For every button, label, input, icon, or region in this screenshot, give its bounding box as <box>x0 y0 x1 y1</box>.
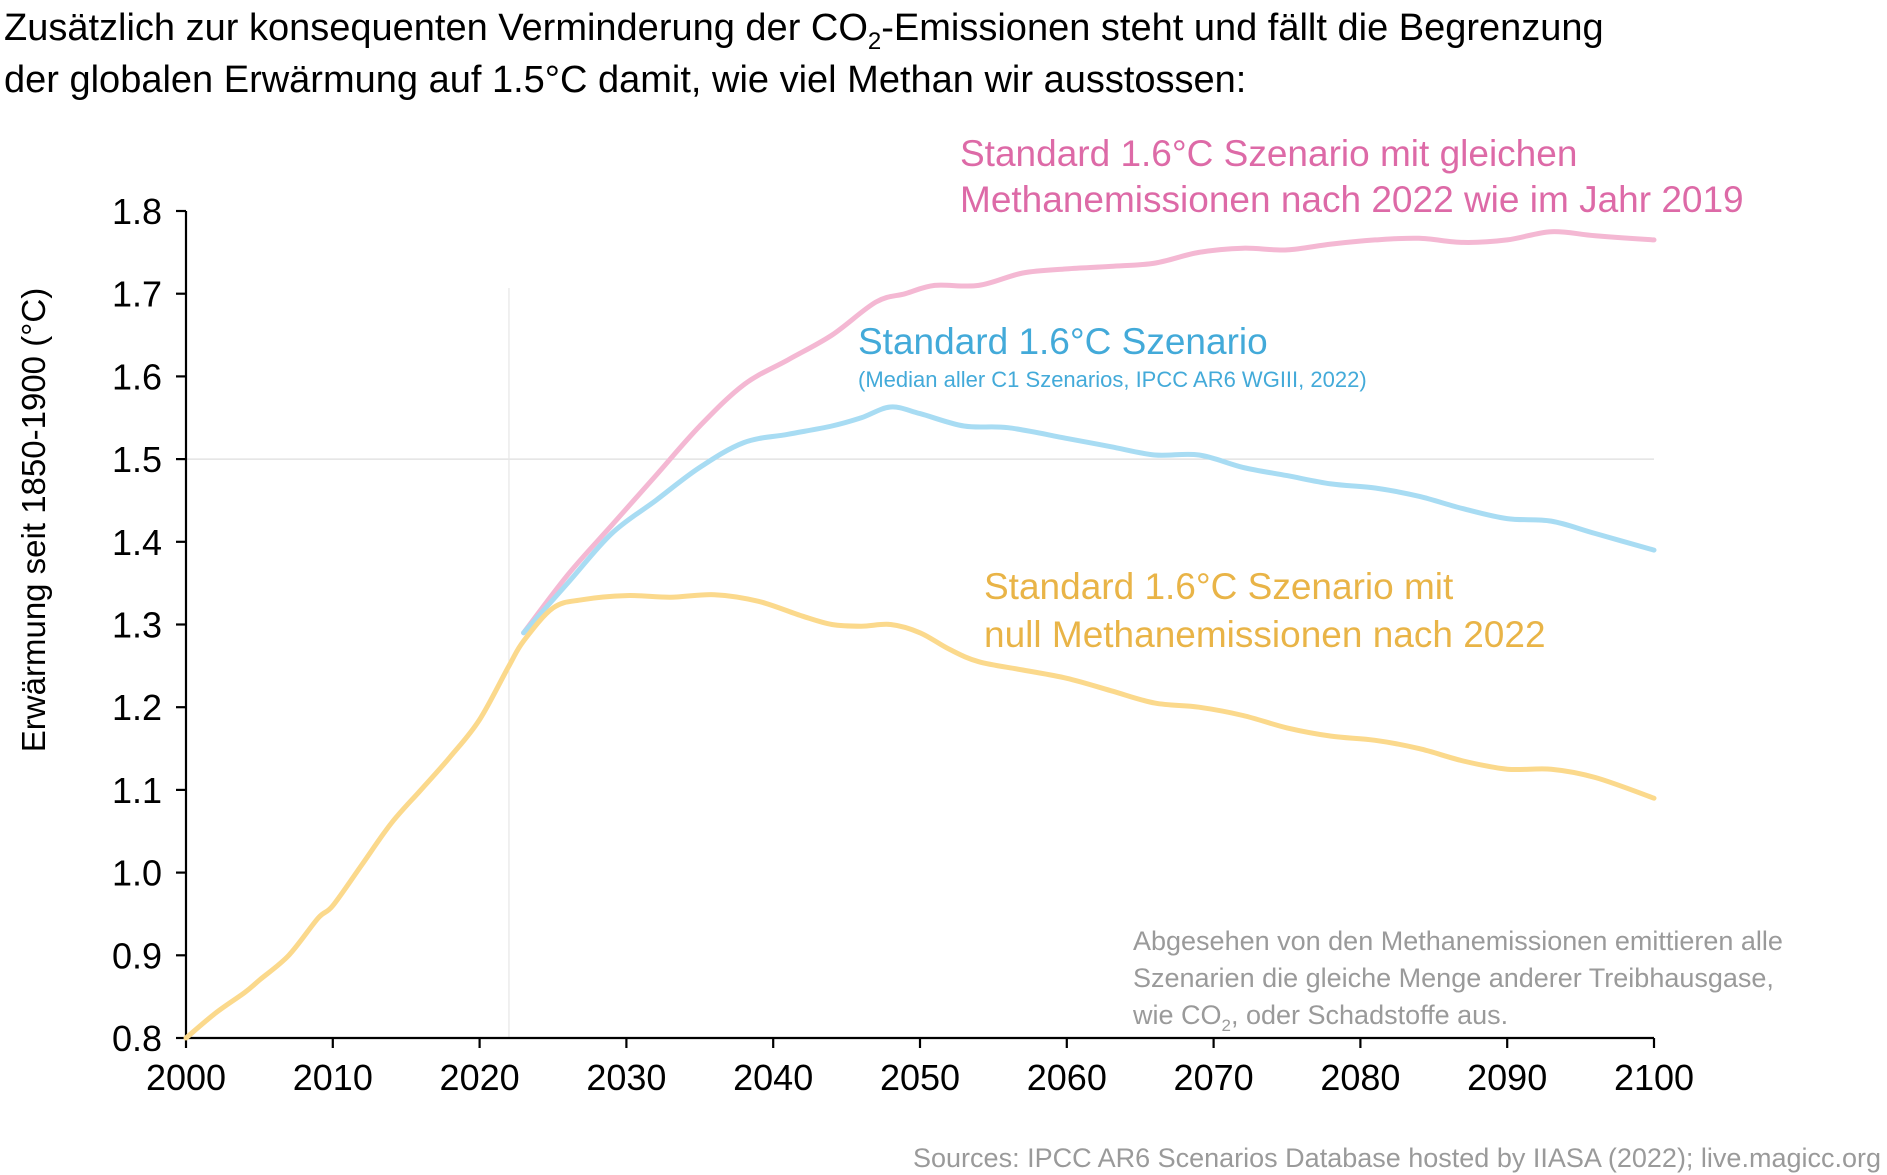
y-tick-label: 1.7 <box>112 274 162 315</box>
y-tick-label: 1.0 <box>112 853 162 894</box>
chart-title-line1-subscript: 2 <box>868 28 881 55</box>
chart-title-line2: der globalen Erwärmung auf 1.5°C damit, … <box>4 59 1246 101</box>
annotation-blue-line2: (Median aller C1 Szenarios, IPCC AR6 WGI… <box>858 367 1367 392</box>
x-tick-label: 2050 <box>880 1057 960 1098</box>
annotation-pink-line2: Methanemissionen nach 2022 wie im Jahr 2… <box>960 179 1744 220</box>
x-tick-label: 2100 <box>1614 1057 1694 1098</box>
series-line-yellow <box>183 592 1657 1041</box>
chart-title-line1-post: -Emissionen steht und fällt die Begrenzu… <box>881 7 1603 49</box>
annotation-pink-line1: Standard 1.6°C Szenario mit gleichen <box>960 133 1577 174</box>
note-line3-subscript: 2 <box>1222 1016 1231 1035</box>
x-tick-label: 2070 <box>1174 1057 1254 1098</box>
y-tick-label: 1.3 <box>112 605 162 646</box>
series-group <box>183 229 1657 1041</box>
y-tick-label: 1.8 <box>112 191 162 232</box>
x-tick-label: 2010 <box>293 1057 373 1098</box>
x-tick-label: 2090 <box>1467 1057 1547 1098</box>
x-axis-ticks: 2000 2010 2020 2030 2040 2050 2060 2070 2080 2090… <box>146 1038 1694 1098</box>
y-tick-label: 1.2 <box>112 687 162 728</box>
chart-title-line1-pre: Zusätzlich zur konsequenten Verminderung… <box>4 7 868 49</box>
sources-text: Sources: IPCC AR6 Scenarios Database hos… <box>913 1143 1881 1173</box>
y-tick-label: 1.1 <box>112 770 162 811</box>
y-tick-label: 1.5 <box>112 439 162 480</box>
note-line3: wie CO2, oder Schadstoffe aus. <box>1132 1000 1508 1035</box>
series-line-pink <box>521 229 1657 636</box>
x-tick-label: 2020 <box>440 1057 520 1098</box>
y-tick-label: 1.4 <box>112 522 162 563</box>
y-axis-label: Erwärmung seit 1850-1900 (°C) <box>15 288 52 752</box>
y-tick-label: 1.6 <box>112 356 162 397</box>
note-line1: Abgesehen von den Methanemissionen emitt… <box>1133 926 1783 956</box>
x-tick-label: 2030 <box>586 1057 666 1098</box>
annotation-yellow-line2: null Methanemissionen nach 2022 <box>984 614 1546 655</box>
series-line-blue <box>521 404 1657 636</box>
y-tick-label: 0.9 <box>112 935 162 976</box>
note-line2: Szenarien die gleiche Menge anderer Trei… <box>1133 963 1774 993</box>
note-line3-pre: wie CO <box>1132 1000 1222 1030</box>
x-tick-label: 2080 <box>1320 1057 1400 1098</box>
x-tick-label: 2040 <box>733 1057 813 1098</box>
y-axis-ticks: 0.8 0.9 1.0 1.1 1.2 1.3 1.4 1.5 1.6 1.7 1.8 <box>112 191 186 1059</box>
annotation-yellow-line1: Standard 1.6°C Szenario mit <box>984 566 1454 607</box>
chart-title-line1: Zusätzlich zur konsequenten Verminderung… <box>4 7 1604 55</box>
x-tick-label: 2000 <box>146 1057 226 1098</box>
x-tick-label: 2060 <box>1027 1057 1107 1098</box>
note-line3-post: , oder Schadstoffe aus. <box>1231 1000 1508 1030</box>
annotation-blue-line1: Standard 1.6°C Szenario <box>858 321 1268 362</box>
y-tick-label: 0.8 <box>112 1018 162 1059</box>
